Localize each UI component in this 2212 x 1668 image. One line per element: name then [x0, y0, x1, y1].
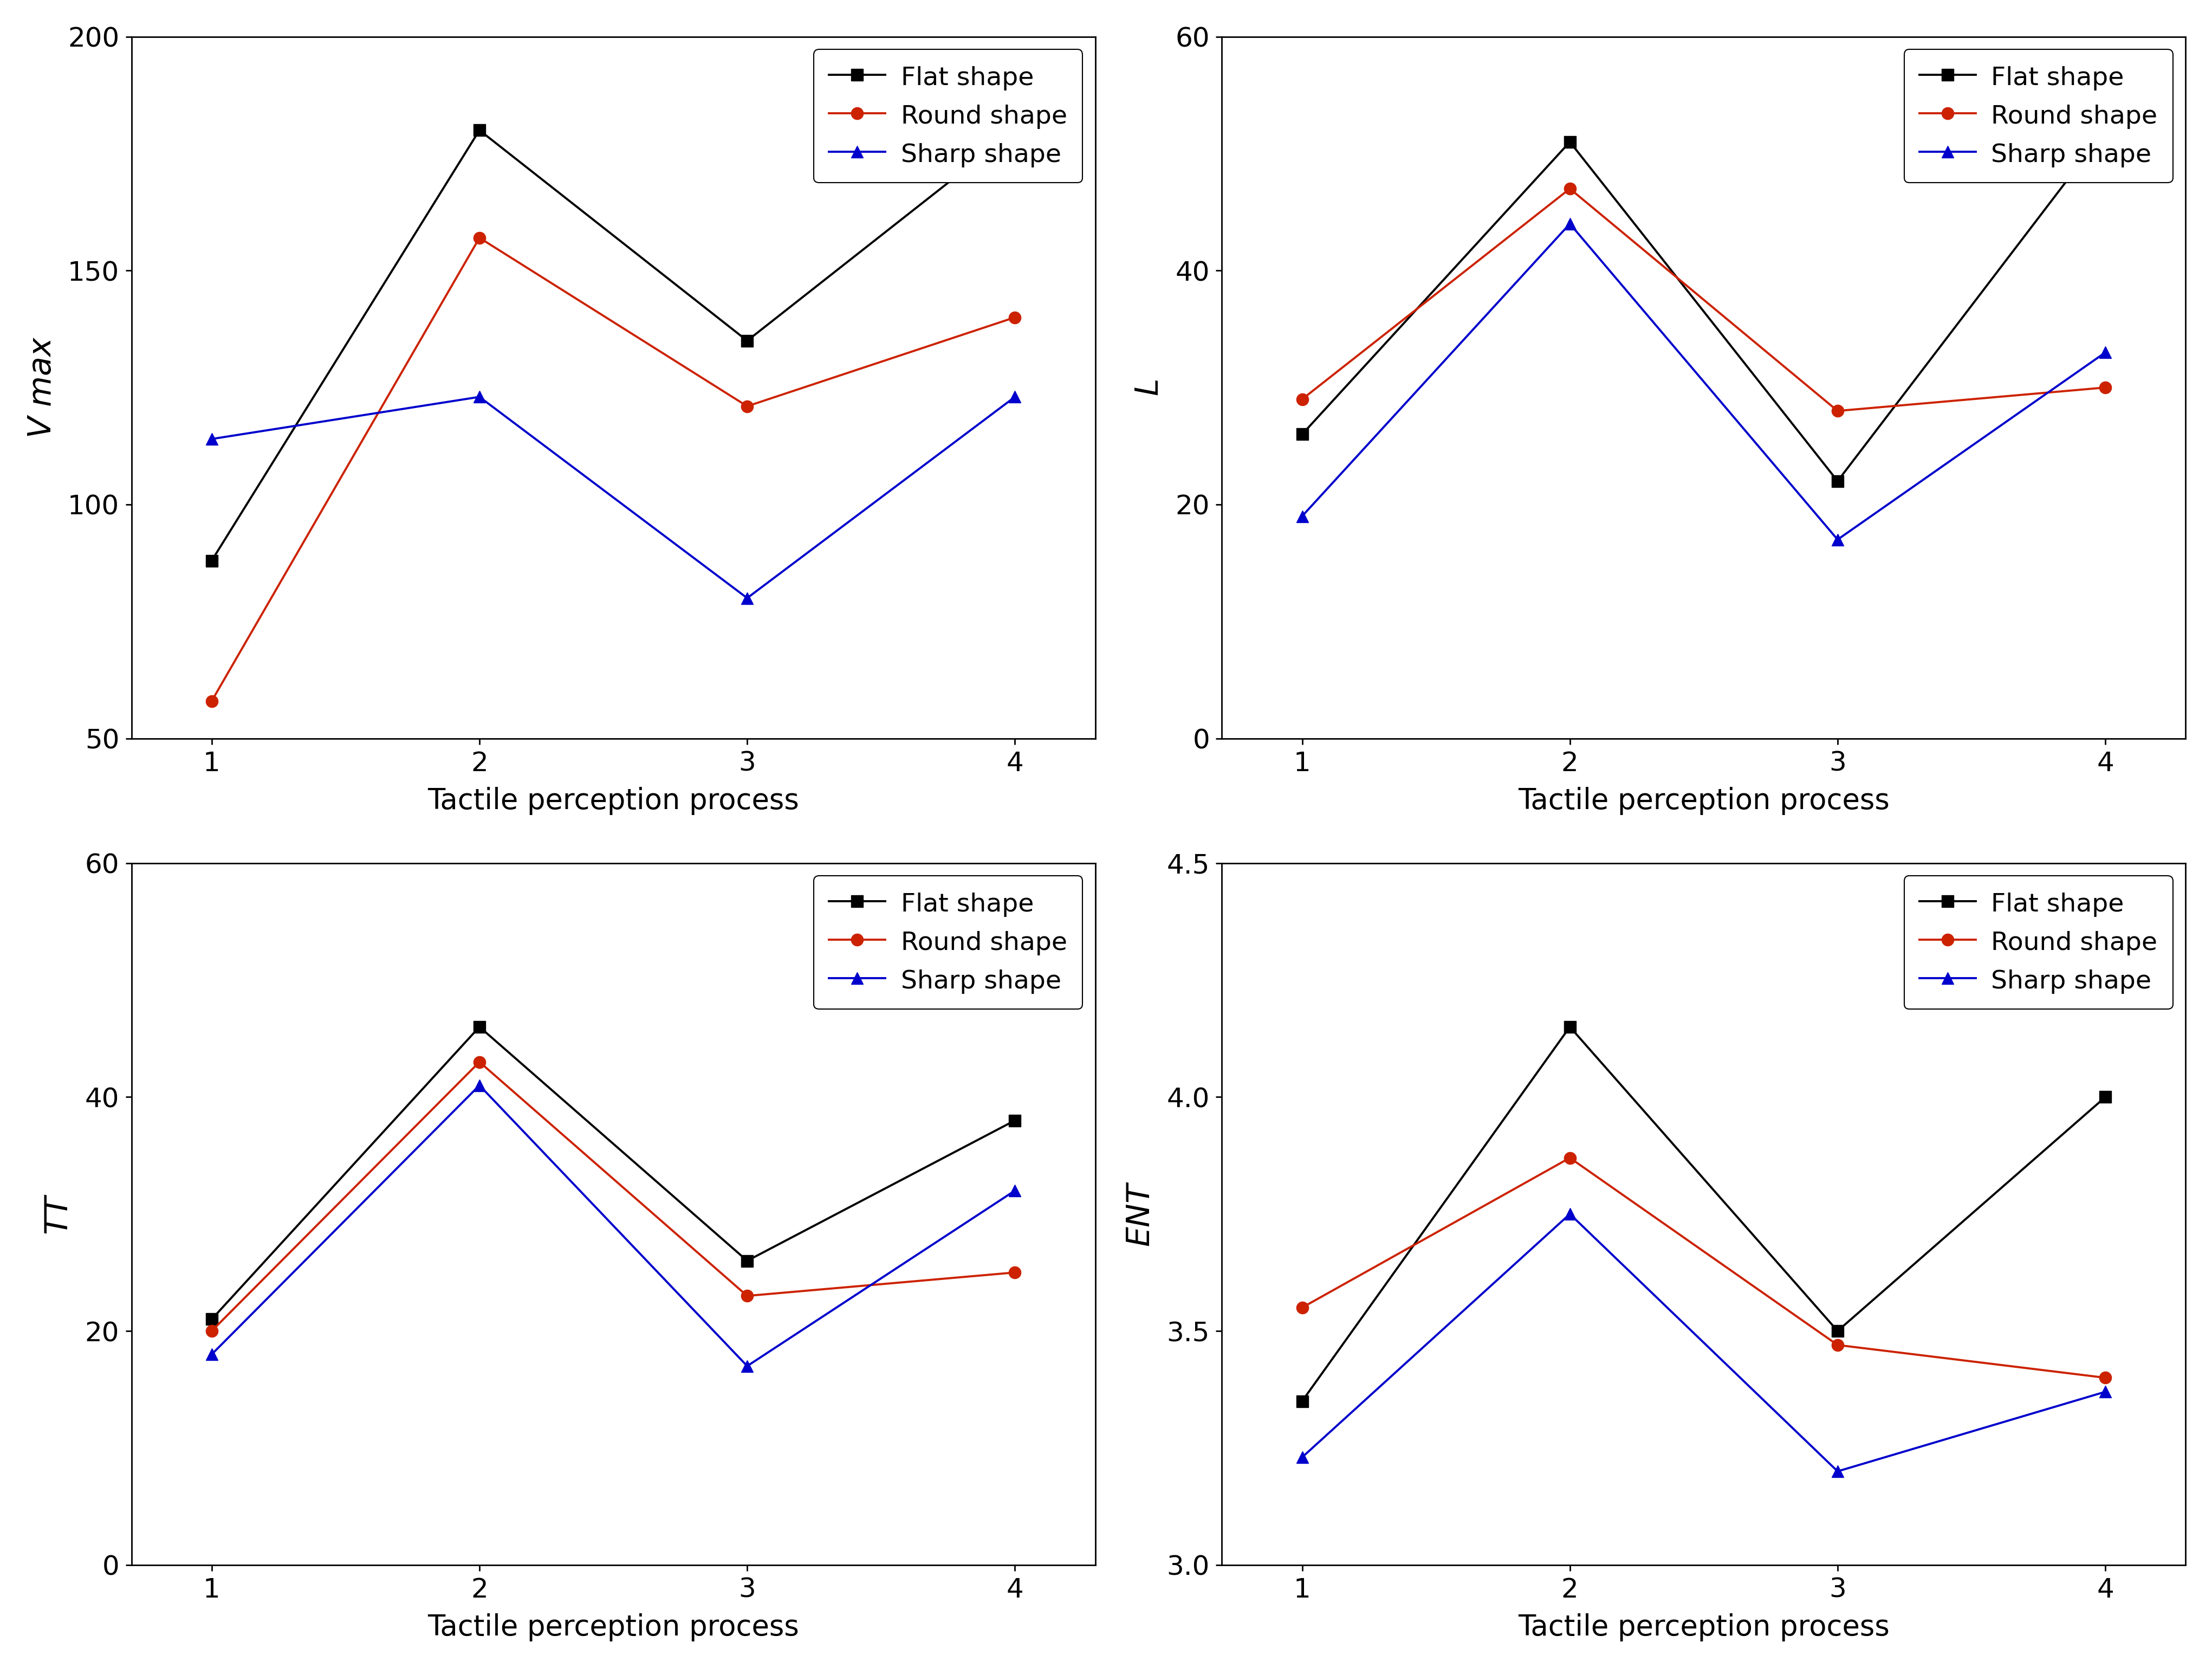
Line: Flat shape: Flat shape	[206, 1021, 1022, 1326]
Round shape	[734, 397, 761, 417]
Round shape	[1290, 1298, 1316, 1318]
Flat shape	[2093, 1088, 2119, 1108]
Round shape	[1557, 178, 1584, 198]
Sharp shape	[2093, 1381, 2119, 1401]
Sharp shape	[1002, 387, 1029, 407]
Round shape	[1002, 1263, 1029, 1283]
Line: Round shape: Round shape	[206, 232, 1022, 707]
Flat shape	[1557, 132, 1584, 152]
Flat shape	[2093, 120, 2119, 140]
Flat shape	[1557, 1017, 1584, 1037]
Y-axis label: $ENT$: $ENT$	[1126, 1181, 1157, 1248]
Line: Flat shape: Flat shape	[206, 123, 1022, 567]
Sharp shape	[467, 387, 493, 407]
Flat shape	[199, 550, 226, 570]
Round shape	[1825, 400, 1851, 420]
X-axis label: Tactile perception process: Tactile perception process	[427, 1613, 799, 1641]
Flat shape	[467, 1017, 493, 1037]
Y-axis label: $TT$: $TT$	[44, 1193, 75, 1234]
Round shape	[467, 1053, 493, 1073]
Round shape	[1825, 1334, 1851, 1354]
Flat shape	[1290, 1391, 1316, 1411]
Sharp shape	[1290, 505, 1316, 525]
Sharp shape	[1825, 1461, 1851, 1481]
Round shape	[734, 1286, 761, 1306]
Sharp shape	[1002, 1181, 1029, 1201]
Flat shape	[734, 1251, 761, 1271]
Flat shape	[1002, 120, 1029, 140]
Round shape	[1002, 307, 1029, 327]
Sharp shape	[1557, 214, 1584, 234]
Line: Round shape: Round shape	[206, 1056, 1022, 1338]
Y-axis label: $V$ max: $V$ max	[27, 337, 58, 439]
Legend: Flat shape, Round shape, Sharp shape: Flat shape, Round shape, Sharp shape	[814, 50, 1082, 182]
Sharp shape	[467, 1076, 493, 1096]
Y-axis label: $L$: $L$	[1135, 379, 1166, 395]
Round shape	[1290, 389, 1316, 409]
Round shape	[199, 1321, 226, 1341]
Round shape	[467, 229, 493, 249]
Round shape	[1557, 1148, 1584, 1168]
Legend: Flat shape, Round shape, Sharp shape: Flat shape, Round shape, Sharp shape	[1905, 50, 2172, 182]
Line: Flat shape: Flat shape	[1296, 123, 2112, 487]
Flat shape	[1825, 1321, 1851, 1341]
Flat shape	[199, 1309, 226, 1329]
Line: Sharp shape: Sharp shape	[1296, 1208, 2112, 1478]
Sharp shape	[199, 429, 226, 449]
Sharp shape	[199, 1344, 226, 1364]
Line: Sharp shape: Sharp shape	[206, 1079, 1022, 1373]
Flat shape	[1825, 470, 1851, 490]
Sharp shape	[1825, 529, 1851, 549]
Round shape	[2093, 1368, 2119, 1388]
X-axis label: Tactile perception process: Tactile perception process	[1517, 787, 1889, 816]
Flat shape	[1290, 424, 1316, 444]
Sharp shape	[1557, 1204, 1584, 1224]
Flat shape	[1002, 1111, 1029, 1131]
Line: Round shape: Round shape	[1296, 183, 2112, 417]
Round shape	[2093, 377, 2119, 397]
Round shape	[199, 691, 226, 711]
X-axis label: Tactile perception process: Tactile perception process	[427, 787, 799, 816]
Line: Round shape: Round shape	[1296, 1153, 2112, 1384]
Line: Flat shape: Flat shape	[1296, 1021, 2112, 1408]
Legend: Flat shape, Round shape, Sharp shape: Flat shape, Round shape, Sharp shape	[814, 876, 1082, 1009]
Sharp shape	[2093, 342, 2119, 362]
Sharp shape	[734, 1356, 761, 1376]
Sharp shape	[1290, 1448, 1316, 1468]
Legend: Flat shape, Round shape, Sharp shape: Flat shape, Round shape, Sharp shape	[1905, 876, 2172, 1009]
Flat shape	[467, 120, 493, 140]
X-axis label: Tactile perception process: Tactile perception process	[1517, 1613, 1889, 1641]
Line: Sharp shape: Sharp shape	[206, 390, 1022, 604]
Sharp shape	[734, 589, 761, 609]
Line: Sharp shape: Sharp shape	[1296, 219, 2112, 545]
Flat shape	[734, 330, 761, 350]
